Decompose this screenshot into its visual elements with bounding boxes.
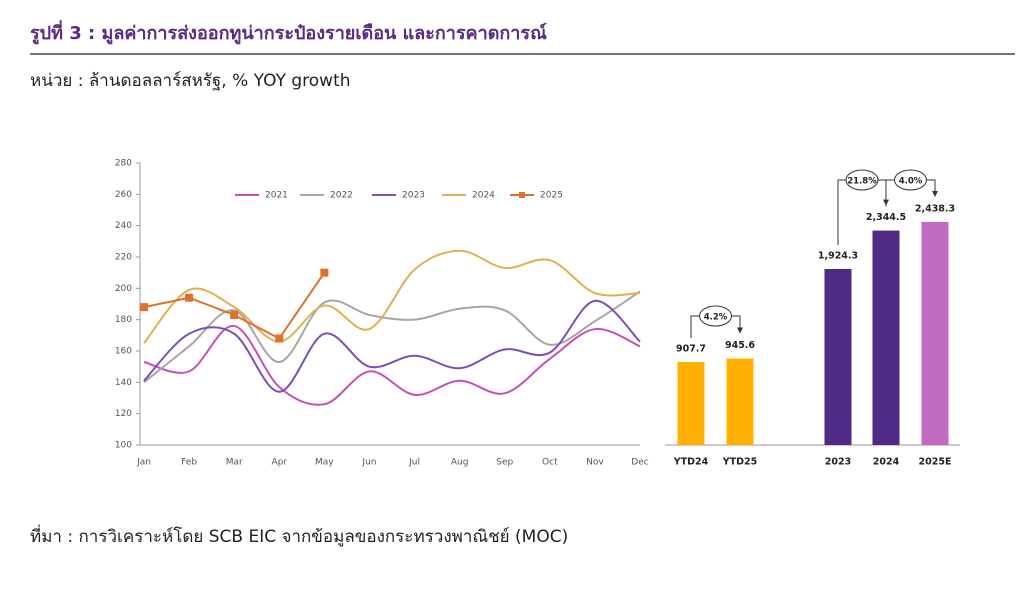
- growth-bubble: [699, 305, 732, 327]
- series-line: [143, 249, 641, 344]
- point: [140, 303, 148, 312]
- value-label: 907.7: [676, 343, 706, 354]
- bar: [677, 361, 705, 445]
- source: ที่มา : การวิเคราะห์โดย SCB EIC จากข้อมู…: [30, 524, 568, 547]
- growth-arrow: [737, 327, 743, 334]
- x-tick-label: YTD24: [673, 457, 709, 468]
- y-tick-label: 220: [115, 253, 132, 263]
- legend-label: 2024: [472, 191, 495, 201]
- y-tick-label: 260: [115, 190, 132, 200]
- legend-label: 2023: [402, 191, 425, 201]
- x-tick-label: Jul: [408, 458, 420, 468]
- x-tick-label: YTD25: [722, 457, 757, 468]
- growth-bubble: [845, 169, 879, 191]
- x-tick-label: 2024: [873, 457, 900, 468]
- point: [230, 310, 239, 319]
- bar: [872, 230, 900, 445]
- value-label: 2,344.5: [866, 212, 906, 223]
- bar: [726, 358, 754, 445]
- x-tick-label: Jan: [136, 458, 151, 468]
- x-tick-label: Sep: [496, 458, 513, 468]
- point: [320, 268, 329, 277]
- point: [275, 334, 284, 343]
- x-tick-label: Dec: [631, 458, 648, 468]
- y-tick-label: 180: [115, 315, 132, 325]
- series-line: [143, 290, 641, 384]
- growth-label: 4.0%: [899, 177, 923, 187]
- x-tick-label: Nov: [586, 458, 604, 468]
- point: [185, 293, 194, 302]
- legend-marker: [519, 192, 525, 198]
- x-tick-label: 2025E: [919, 457, 952, 468]
- title: รูปที่ 3 : มูลค่าการส่งออกทูน่ากระป๋องรา…: [30, 20, 547, 45]
- growth-label: 4.2%: [704, 313, 728, 323]
- value-label: 2,438.3: [915, 204, 955, 215]
- growth-label: 21.8%: [847, 177, 877, 187]
- x-tick-label: May: [315, 458, 334, 468]
- x-tick-label: Apr: [271, 458, 287, 468]
- series-line: [143, 299, 641, 393]
- legend-label: 2022: [330, 191, 353, 201]
- value-label: 1,924.3: [818, 251, 858, 262]
- x-tick-label: Oct: [542, 458, 558, 468]
- y-tick-label: 120: [115, 409, 132, 419]
- x-tick-label: Jun: [361, 458, 376, 468]
- y-tick-label: 160: [115, 347, 132, 357]
- series-line: [143, 324, 641, 406]
- legend-label: 2021: [265, 191, 288, 201]
- y-tick-label: 280: [115, 159, 132, 169]
- growth-bubble: [894, 169, 927, 191]
- y-tick-label: 240: [115, 221, 132, 231]
- bar: [824, 269, 852, 445]
- value-label: 945.6: [725, 340, 755, 351]
- x-tick-label: Feb: [181, 458, 197, 468]
- x-tick-label: Mar: [226, 458, 243, 468]
- unit: หน่วย : ล้านดอลลาร์สหรัฐ, % YOY growth: [30, 71, 351, 91]
- growth-arrow: [932, 191, 938, 197]
- x-tick-label: 2023: [825, 457, 851, 468]
- legend-label: 2025: [540, 191, 563, 201]
- y-tick-label: 140: [115, 378, 132, 388]
- x-tick-label: Aug: [451, 458, 469, 468]
- y-tick-label: 100: [115, 441, 132, 451]
- y-tick-label: 200: [115, 284, 132, 294]
- bar: [921, 222, 949, 445]
